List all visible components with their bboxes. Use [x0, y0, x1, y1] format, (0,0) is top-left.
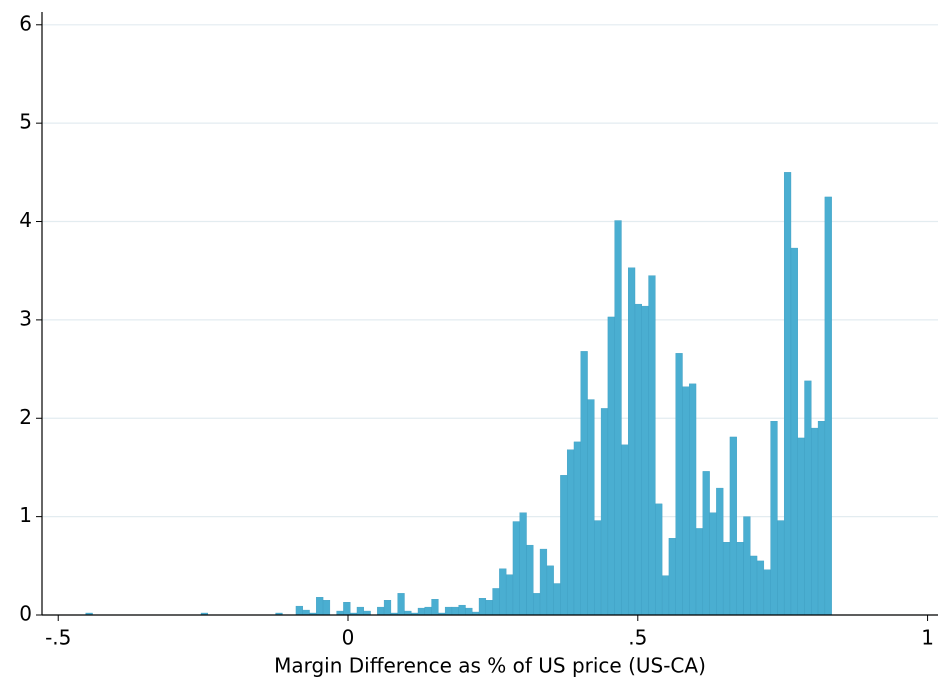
bar — [783, 172, 792, 616]
bar — [553, 583, 561, 616]
bar — [295, 605, 303, 616]
bar — [580, 351, 588, 616]
x-tick-label: -.5 — [45, 626, 71, 650]
bar — [614, 220, 622, 616]
bar — [383, 600, 392, 616]
x-tick-label: 0 — [342, 626, 355, 650]
bar — [316, 597, 324, 616]
bar — [478, 598, 487, 616]
y-tick-label: 2 — [19, 405, 32, 429]
y-tick-label: 4 — [19, 208, 32, 232]
bar — [505, 574, 514, 616]
bar — [566, 449, 575, 616]
y-tick-label: 6 — [19, 11, 32, 35]
bar — [668, 538, 676, 616]
bar — [512, 521, 520, 616]
bar — [431, 599, 439, 616]
bar — [722, 542, 731, 616]
bar — [397, 593, 405, 616]
bar — [526, 544, 534, 616]
bar — [546, 565, 554, 616]
bar — [485, 600, 493, 616]
bar — [763, 569, 771, 616]
bar — [444, 606, 453, 616]
bar — [824, 196, 832, 616]
bar — [648, 275, 656, 616]
bar — [492, 588, 500, 616]
bar — [777, 520, 785, 616]
bar — [695, 528, 704, 616]
y-tick-label: 3 — [19, 306, 32, 330]
bar — [302, 609, 310, 616]
bar — [628, 267, 636, 616]
bar — [587, 399, 595, 616]
y-tick-label: 5 — [19, 110, 32, 134]
bar — [560, 475, 568, 616]
bar — [458, 604, 466, 616]
bar — [797, 437, 805, 616]
bar — [424, 606, 432, 616]
bar — [756, 560, 765, 616]
bar — [655, 503, 663, 616]
bar — [594, 520, 602, 616]
bar — [573, 441, 581, 616]
bar — [539, 548, 548, 616]
x-tick-label: .5 — [628, 626, 647, 650]
bar — [716, 487, 724, 616]
bar — [689, 383, 697, 616]
bar — [641, 305, 649, 616]
bar — [682, 386, 690, 616]
bar — [770, 421, 778, 616]
y-tick-label: 0 — [19, 602, 32, 626]
bar — [499, 568, 507, 616]
bar — [322, 600, 331, 616]
x-axis-title: Margin Difference as % of US price (US-C… — [274, 654, 706, 678]
bar — [811, 427, 819, 616]
bar — [465, 607, 473, 616]
x-tick-label: 1 — [921, 626, 934, 650]
bar — [736, 542, 744, 616]
bar — [356, 606, 364, 616]
bar — [790, 247, 798, 616]
bar — [343, 602, 351, 616]
bar — [533, 593, 541, 616]
bar — [600, 408, 609, 616]
bar — [702, 471, 710, 616]
bar — [750, 555, 758, 616]
bar — [804, 380, 812, 616]
bar — [743, 516, 751, 616]
bar — [377, 606, 385, 616]
bar — [729, 436, 737, 616]
bar — [675, 353, 683, 616]
bar — [621, 444, 629, 616]
bar — [817, 421, 826, 616]
bar — [634, 303, 642, 616]
bar — [519, 512, 527, 616]
bar — [451, 606, 459, 616]
bar — [709, 512, 717, 616]
bar — [661, 575, 670, 616]
y-tick-label: 1 — [19, 503, 32, 527]
bar — [607, 316, 615, 616]
bar — [417, 607, 425, 616]
